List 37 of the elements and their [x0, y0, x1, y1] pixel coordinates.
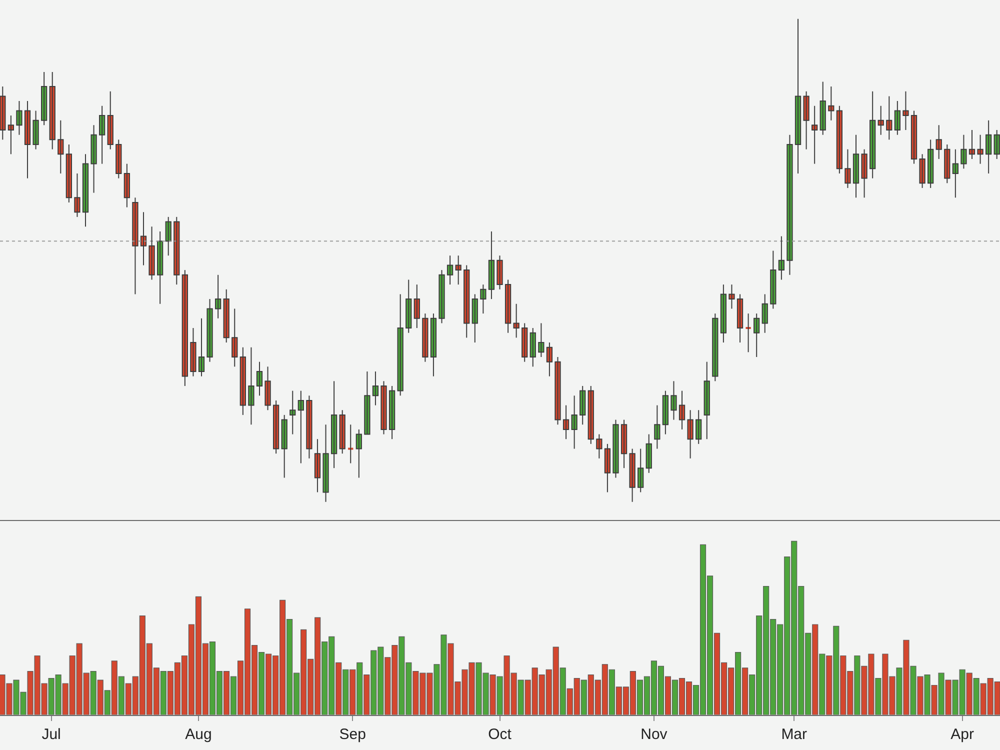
x-tick-label: Oct: [488, 726, 512, 743]
candlestick: [148, 226, 155, 280]
candlestick: [347, 424, 354, 464]
candlestick: [364, 370, 370, 435]
candlestick: [744, 313, 752, 353]
candlestick: [190, 328, 196, 377]
candlestick: [74, 172, 80, 218]
x-tick-label: Jul: [42, 726, 61, 743]
candlestick: [902, 90, 909, 131]
candlestick: [16, 100, 22, 136]
candlestick: [803, 90, 810, 150]
candlestick: [496, 255, 503, 290]
x-tick-label: Sep: [339, 726, 366, 743]
x-tick-label: Aug: [185, 726, 212, 743]
candlestick: [861, 148, 868, 198]
candlestick: [90, 124, 97, 194]
candlestick: [480, 284, 486, 314]
x-tick-label: Apr: [950, 726, 974, 743]
candlestick: [844, 148, 851, 188]
candlestick: [612, 419, 619, 478]
candlestick: [728, 284, 735, 310]
x-tick-label: Mar: [781, 726, 808, 743]
candlestick: [960, 134, 967, 170]
candlestick: [422, 313, 428, 362]
candlestick: [206, 298, 213, 362]
candlestick: [306, 395, 312, 459]
candlestick: [380, 380, 387, 435]
candlestick: [264, 366, 271, 411]
candlestick: [248, 346, 254, 426]
candlestick: [438, 270, 445, 324]
x-tick-label: Nov: [640, 726, 668, 743]
candlestick: [629, 448, 636, 502]
candlestick: [32, 110, 39, 150]
candlestick: [919, 154, 926, 188]
candlestick: [322, 424, 329, 502]
candlestick: [670, 380, 677, 420]
candlestick: [554, 356, 561, 426]
